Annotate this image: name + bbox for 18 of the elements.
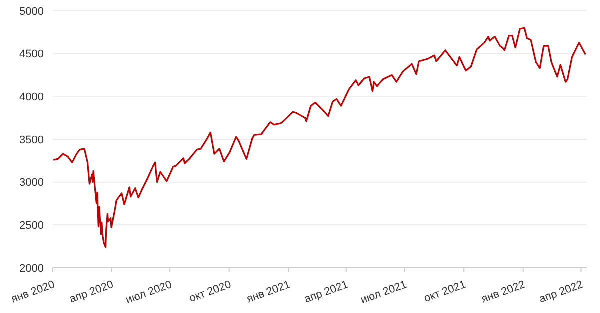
y-tick-label: 4500 xyxy=(20,48,44,61)
x-tick-label: окт 2021 xyxy=(422,278,468,306)
line-series xyxy=(52,27,587,248)
x-tick-label: янв 2022 xyxy=(480,278,528,306)
y-tick-label: 2000 xyxy=(20,262,44,275)
x-tick-label: окт 2020 xyxy=(188,278,233,306)
x-tick-label: апр 2020 xyxy=(68,278,116,306)
y-tick-label: 4000 xyxy=(20,92,44,104)
x-tick-label: июл 2021 xyxy=(359,278,409,307)
y-tick-label: 2500 xyxy=(20,220,44,232)
x-tick-label: апр 2021 xyxy=(303,278,350,306)
x-tick-label: янв 2020 xyxy=(10,278,57,306)
x-tick-label: июл 2020 xyxy=(124,278,174,307)
x-tick-label: апр 2022 xyxy=(538,278,585,306)
y-tick-label: 3500 xyxy=(20,134,44,146)
x-tick-label: янв 2021 xyxy=(245,278,292,306)
y-tick-label: 3000 xyxy=(20,177,44,190)
y-tick-label: 5000 xyxy=(20,6,44,18)
